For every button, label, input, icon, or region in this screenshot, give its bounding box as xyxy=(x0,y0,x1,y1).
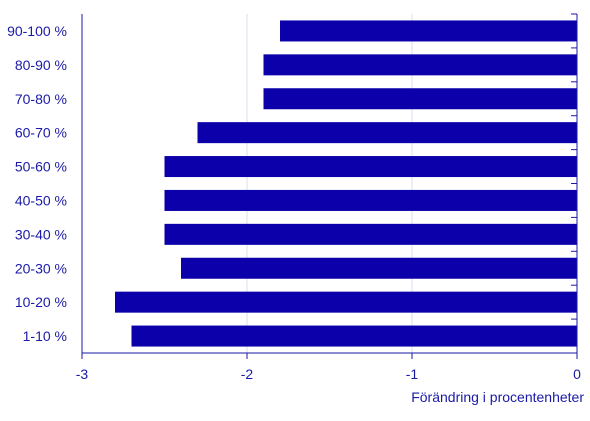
bar xyxy=(181,257,577,279)
axes xyxy=(81,13,578,359)
bar xyxy=(263,88,577,110)
category-label: 70-80 % xyxy=(15,91,67,107)
bar xyxy=(131,325,577,347)
bar xyxy=(115,291,577,313)
category-label: 60-70 % xyxy=(15,125,67,141)
category-label: 10-20 % xyxy=(15,294,67,310)
category-label: 1-10 % xyxy=(23,328,67,344)
bar xyxy=(197,122,577,144)
bar xyxy=(280,20,577,42)
x-tick-label: -1 xyxy=(406,366,419,382)
x-tick-label: -2 xyxy=(241,366,254,382)
category-labels: 90-100 % 80-90 % 70-80 % 60-70 % 50-60 % 40-5… xyxy=(7,23,67,344)
x-tick-label: -3 xyxy=(76,366,89,382)
x-tick-labels: -3 -2 -1 0 xyxy=(76,366,581,382)
x-tick-label: 0 xyxy=(573,366,581,382)
bar xyxy=(164,156,577,178)
category-label: 30-40 % xyxy=(15,226,67,242)
bar xyxy=(164,223,577,245)
bar xyxy=(263,54,577,76)
bars xyxy=(115,20,577,347)
category-label: 50-60 % xyxy=(15,159,67,175)
category-label: 80-90 % xyxy=(15,57,67,73)
category-label: 40-50 % xyxy=(15,192,67,208)
category-label: 90-100 % xyxy=(7,23,67,39)
category-label: 20-30 % xyxy=(15,260,67,276)
x-axis-title: Förändring i procentenheter xyxy=(411,389,584,405)
bar xyxy=(164,189,577,211)
